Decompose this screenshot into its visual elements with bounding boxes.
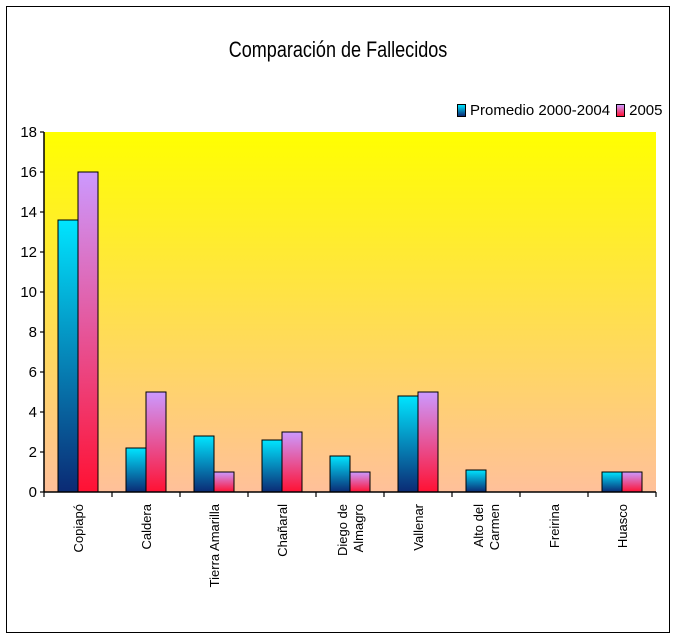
bar-series-2-4: [281, 431, 303, 493]
bar-series-1-4: [261, 439, 283, 493]
y-tick-label: 2: [29, 444, 37, 461]
bar-series-1-3: [193, 435, 215, 493]
x-tick-label: Freirina: [547, 503, 562, 548]
y-tick-label: 0: [29, 484, 37, 501]
bar-series-1-7: [465, 469, 487, 493]
x-tick-label: Copiapó: [71, 504, 86, 552]
x-tick-label: Tierra Amarilla: [207, 503, 222, 587]
legend-swatch-series-2: [616, 103, 626, 117]
legend-swatch-series-1: [457, 103, 466, 117]
bar-series-2-5: [349, 471, 371, 493]
plot-background: [44, 132, 656, 492]
y-tick-label: 16: [20, 164, 37, 181]
x-tick-label: Caldera: [139, 503, 154, 549]
bar-series-2-2: [145, 391, 167, 493]
y-tick-label: 14: [20, 204, 37, 221]
y-tick-label: 18: [20, 124, 37, 141]
y-tick-label: 10: [20, 284, 37, 301]
bar-series-2-3: [213, 471, 235, 493]
x-tick-label: Alto delCarmen: [471, 504, 502, 550]
legend-item-series-1: Promedio 2000-2004: [457, 102, 610, 119]
bar-series-1-9: [601, 471, 623, 493]
legend-item-series-2: 2005: [616, 102, 662, 119]
chart-frame: Comparación de Fallecidos Promedio 2000-…: [6, 6, 670, 633]
bar-series-1-1: [57, 219, 79, 493]
bar-series-1-6: [397, 395, 419, 493]
bar-series-1-2: [125, 447, 147, 493]
legend-label-series-2: 2005: [629, 101, 663, 119]
bar-series-2-9: [621, 471, 643, 493]
y-tick-label: 12: [20, 244, 37, 261]
y-tick-label: 4: [29, 404, 37, 421]
x-tick-label: Chañaral: [275, 504, 290, 557]
bar-series-1-5: [329, 455, 351, 493]
legend-label-series-1: Promedio 2000-2004: [470, 101, 611, 119]
chart-plot: 0 2 4 6 8 10 12 14 16 18 Copiapó Caldera Tierra Amar…: [20, 124, 657, 587]
chart-title: Comparación de Fallecidos: [228, 37, 448, 62]
y-tick-label: 8: [29, 324, 37, 341]
legend: Promedio 2000-2004 2005: [457, 100, 662, 120]
x-tick-label: Vallenar: [411, 503, 426, 550]
bar-series-2-6: [417, 391, 439, 493]
x-tick-label: Huasco: [615, 504, 630, 548]
x-tick-label: Diego deAlmagro: [335, 504, 366, 556]
y-tick-label: 6: [29, 364, 37, 381]
bar-series-2-1: [77, 171, 99, 493]
